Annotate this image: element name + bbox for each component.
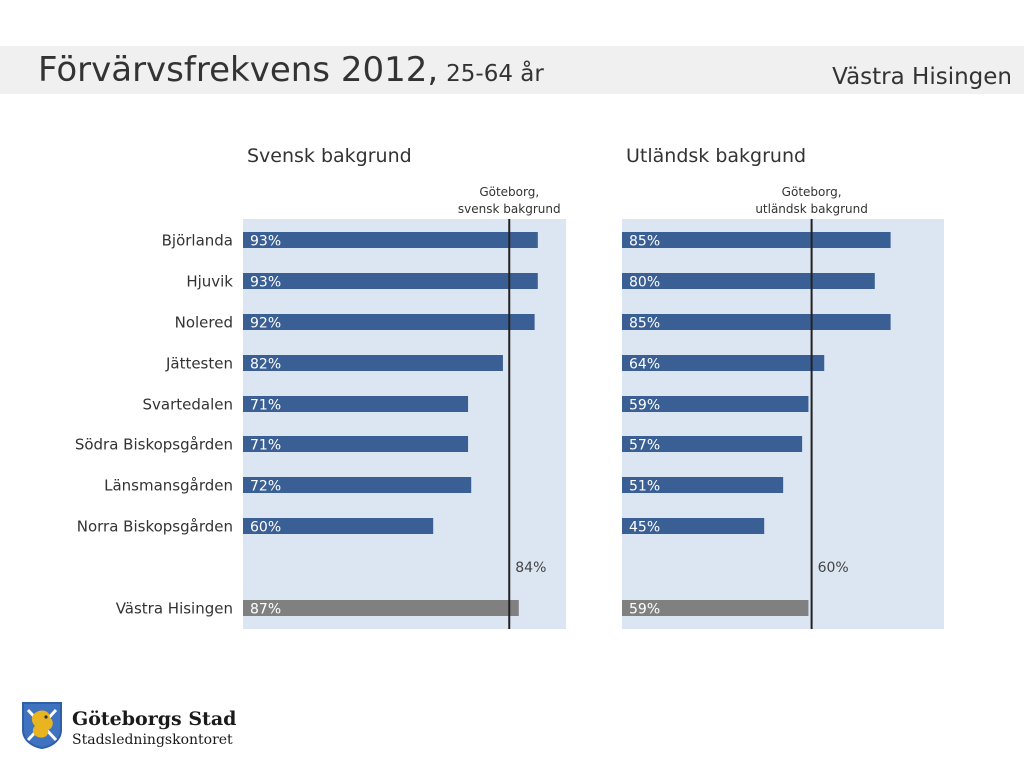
category-label: Nolered [175,314,233,332]
chart-title: Svensk bakgrund [247,145,412,167]
lion-shield-icon [22,702,62,749]
org-name: Göteborgs Stad [72,708,237,730]
bar [622,436,803,452]
bar-total [243,600,519,616]
bar-value-label: 80% [629,275,660,291]
category-label: Svartedalen [143,396,233,414]
category-label: Länsmansgården [104,477,233,495]
bar-value-label: 51% [629,479,660,495]
title-subtitle: 25-64 år [446,61,544,87]
reference-value-label: 84% [515,560,546,576]
bar [243,355,503,371]
reference-label: Göteborg, [479,185,539,199]
bar [622,477,784,493]
bar [622,232,891,248]
bar [243,314,535,330]
dept-name: Stadsledningskontoret [72,732,233,748]
bar [243,477,472,493]
bar-total [622,600,809,616]
bar-value-label: 85% [629,316,660,332]
chart-panel-svensk [243,219,566,629]
bar-value-label: 64% [629,357,660,373]
category-label: Norra Biskopsgården [77,518,233,536]
bar-value-label: 93% [250,275,281,291]
bar-value-label: 57% [629,438,660,454]
chart-title: Utländsk bakgrund [626,145,806,167]
reference-label: utländsk bakgrund [755,202,868,216]
bar-value-label: 85% [629,234,660,250]
bar [622,518,765,534]
bar-value-label: 71% [250,438,281,454]
logo: Göteborgs Stad Stadsledningskontoret [20,700,280,752]
bar [243,436,469,452]
area-name: Västra Hisingen [832,64,1012,90]
bar-value-label: 59% [629,602,660,618]
category-label: Hjuvik [186,273,233,291]
bar-value-label: 59% [629,398,660,414]
bar-value-label: 92% [250,316,281,332]
header-band [0,46,1024,94]
category-label: Västra Hisingen [116,600,233,618]
category-label: Björlanda [162,232,233,250]
bar [243,273,538,289]
bar [243,518,434,534]
category-label: Södra Biskopsgården [75,436,233,454]
bar [622,314,891,330]
bar [243,232,538,248]
bar-value-label: 82% [250,357,281,373]
reference-label: Göteborg, [782,185,842,199]
bar-value-label: 87% [250,602,281,618]
bar [243,396,469,412]
reference-value-label: 60% [818,560,849,576]
reference-label: svensk bakgrund [458,202,561,216]
bar [622,396,809,412]
charts-svg: Svensk bakgrund 93% Björlanda 93% Hjuvik 92% N… [75,145,944,629]
bar-value-label: 72% [250,479,281,495]
bar-value-label: 60% [250,520,281,536]
bar-value-label: 45% [629,520,660,536]
bar-value-label: 93% [250,234,281,250]
page-title: Förvärvsfrekvens 2012, 25-64 år [38,50,544,94]
chart-panel-utlandsk [622,219,944,629]
bar-value-label: 71% [250,398,281,414]
title-main: Förvärvsfrekvens 2012, [38,50,439,90]
category-label: Jättesten [165,355,233,373]
bar [622,355,825,371]
